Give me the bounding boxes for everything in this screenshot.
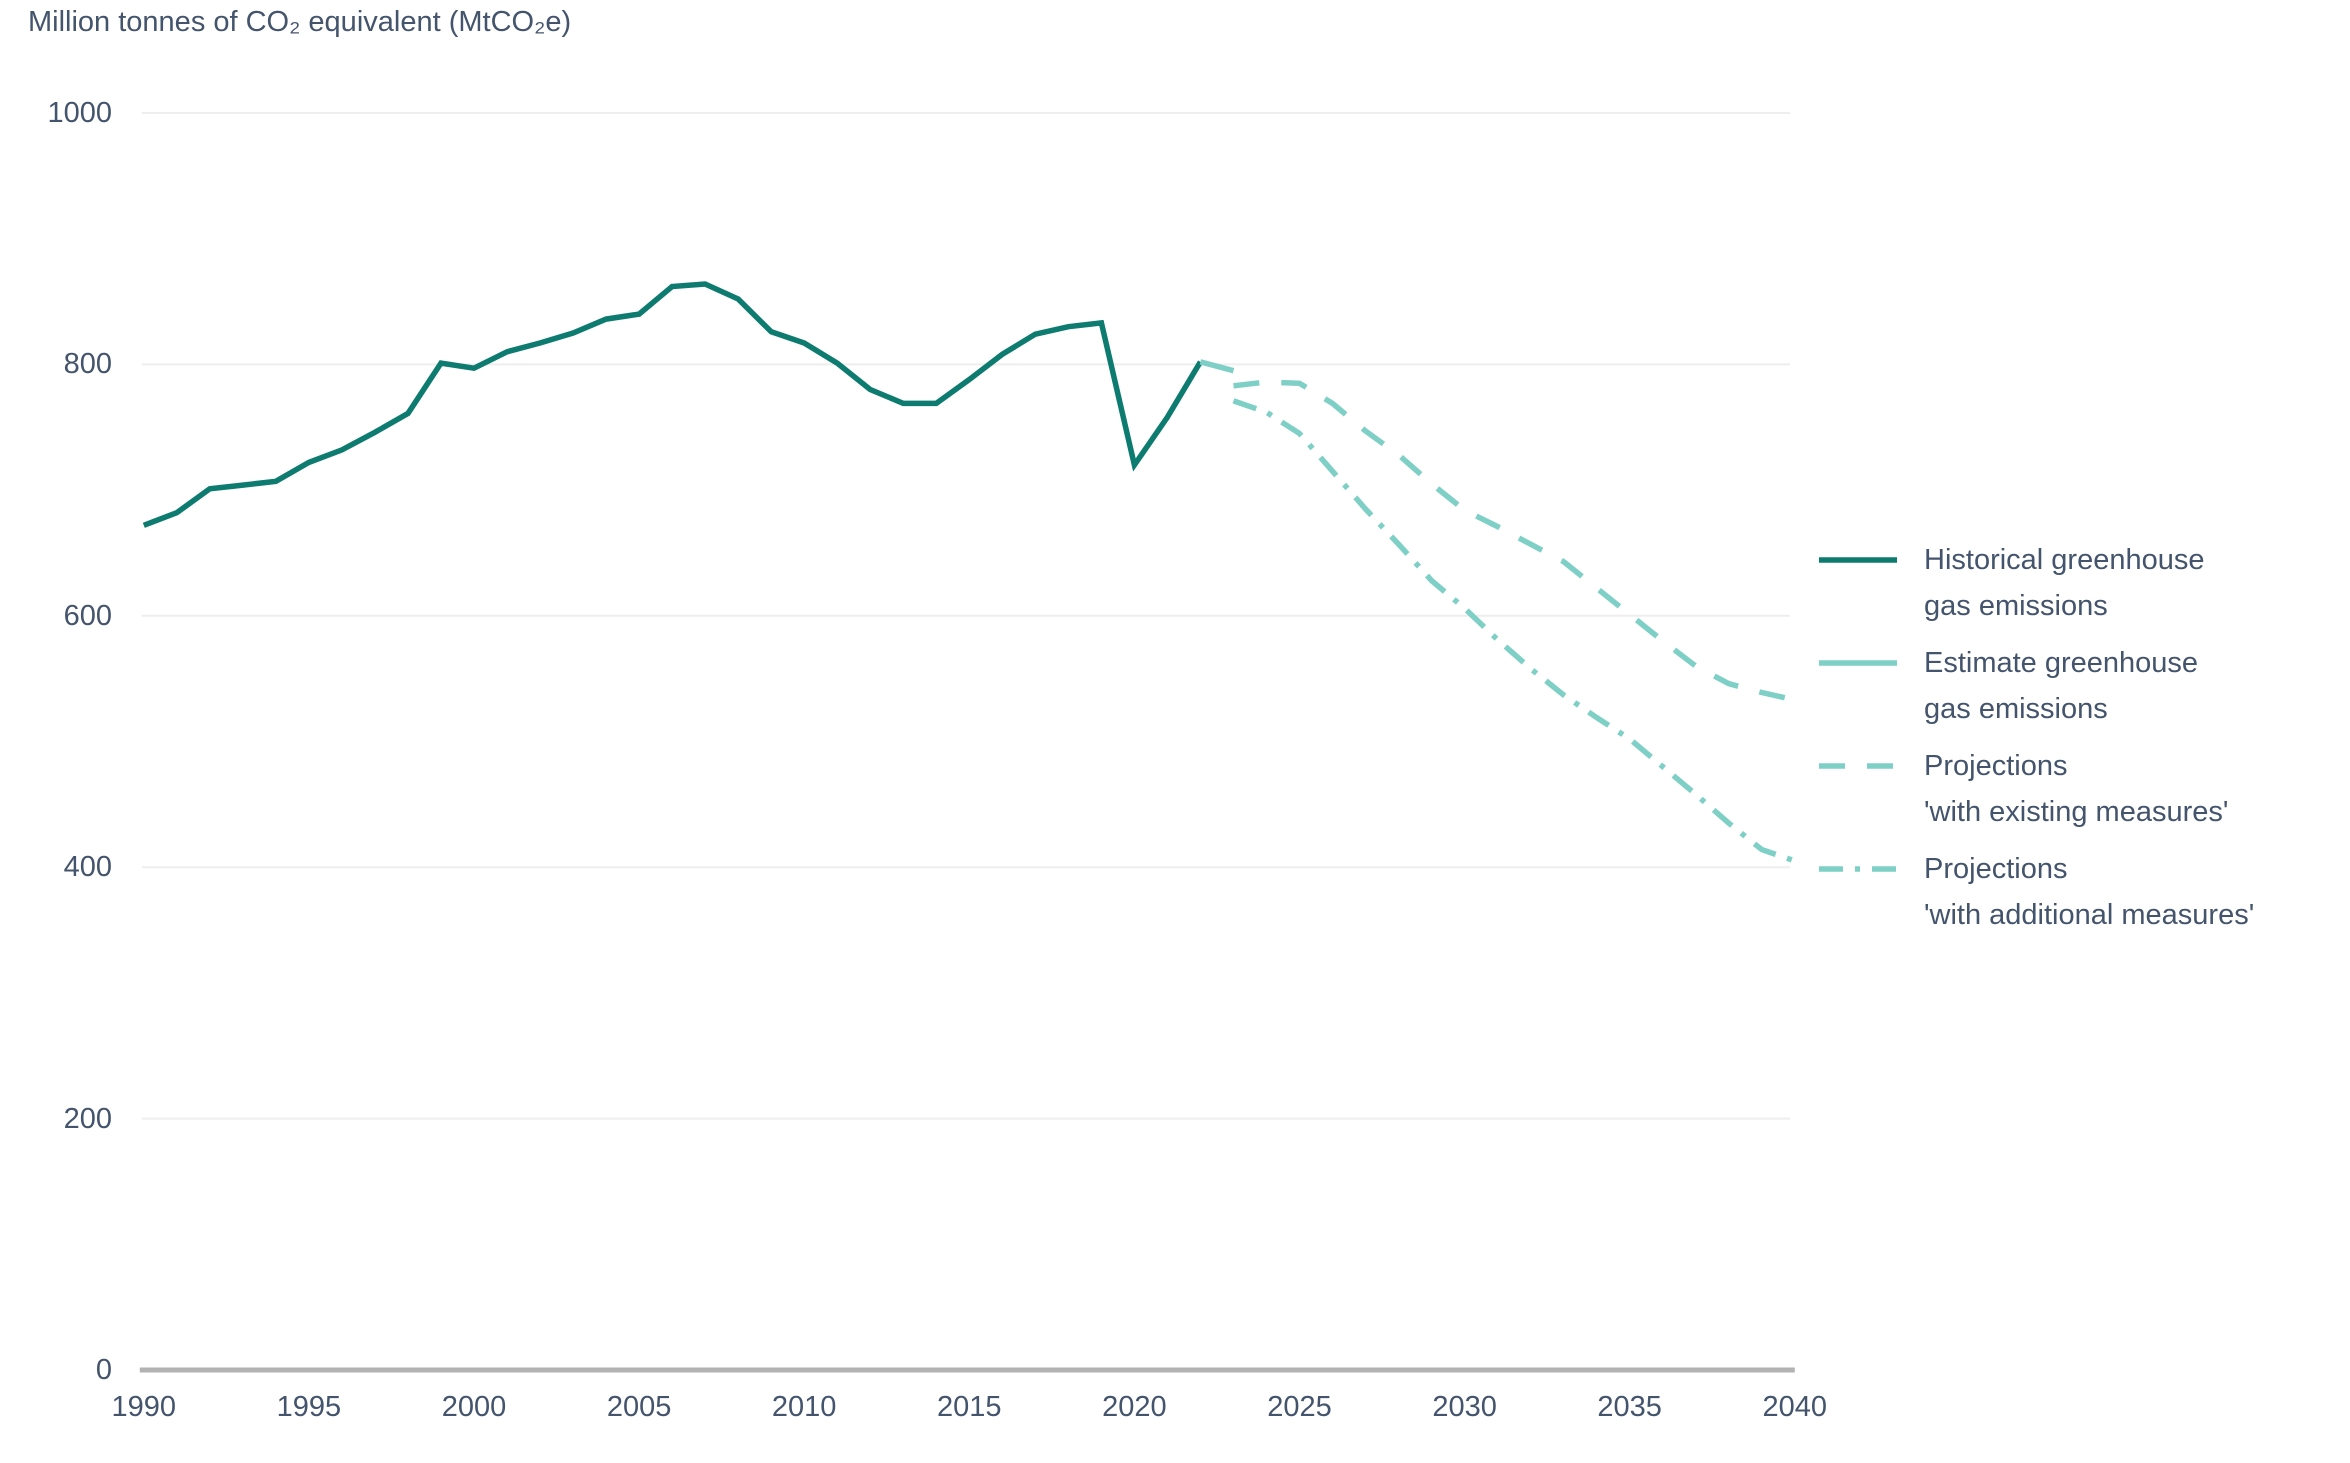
y-tick-label: 600 <box>63 599 112 632</box>
x-tick-label: 2010 <box>771 1391 837 1423</box>
series-historical-line <box>142 281 1203 528</box>
y-tick-label: 400 <box>63 851 112 884</box>
y-tick-label: 1000 <box>47 97 112 129</box>
chart-title: Million tonnes of CO₂ equivalent (MtCO₂e… <box>28 6 572 38</box>
legend-label-line1: Projections <box>1924 853 2068 885</box>
y-tick-label: 0 <box>95 1354 112 1386</box>
legend-label: Historical greenhouse gas emissions <box>1924 537 2204 629</box>
legend-label-line1: Historical greenhouse <box>1924 544 2205 576</box>
x-tick-label: 2015 <box>937 1391 1002 1423</box>
series-wem-line <box>1233 379 1796 703</box>
legend-label: Projections 'with additional measures' <box>1924 846 2254 938</box>
x-tick-label: 2035 <box>1597 1391 1662 1423</box>
legend: Historical greenhouse gas emissions Estima… <box>1818 537 2350 949</box>
x-tick-label: 1995 <box>276 1391 342 1423</box>
legend-label-line2: 'with existing measures' <box>1924 796 2229 828</box>
series-wam-line <box>1232 398 1796 864</box>
x-tick-label: 2025 <box>1267 1391 1332 1423</box>
legend-label: Estimate greenhouse gas emissions <box>1924 640 2198 732</box>
legend-label: Projections 'with existing measures' <box>1924 743 2228 835</box>
x-tick-label: 1990 <box>111 1391 177 1423</box>
legend-label-line1: Projections <box>1924 750 2068 782</box>
legend-label-line2: gas emissions <box>1924 693 2108 725</box>
x-tick-label: 2030 <box>1432 1391 1497 1423</box>
legend-item-estimate: Estimate greenhouse gas emissions <box>1818 640 2350 732</box>
x-tick-label: 2040 <box>1762 1391 1828 1423</box>
legend-item-historical: Historical greenhouse gas emissions <box>1818 537 2350 629</box>
legend-label-line2: 'with additional measures' <box>1924 899 2255 931</box>
legend-swatch-estimate-icon <box>1818 640 1898 686</box>
legend-label-line2: gas emissions <box>1924 590 2108 622</box>
x-tick-label: 2000 <box>441 1391 507 1423</box>
legend-label-line1: Estimate greenhouse <box>1924 647 2199 679</box>
x-tick-label: 2005 <box>606 1391 672 1423</box>
y-tick-label: 200 <box>63 1102 112 1135</box>
legend-swatch-wam-icon <box>1818 846 1898 892</box>
y-tick-label: 800 <box>63 348 112 381</box>
legend-item-wam: Projections 'with additional measures' <box>1818 846 2350 938</box>
x-tick-label: 2020 <box>1102 1391 1167 1423</box>
series-estimate-line <box>1199 359 1235 374</box>
legend-item-wem: Projections 'with existing measures' <box>1818 743 2350 835</box>
legend-swatch-wem-icon <box>1818 743 1898 789</box>
legend-swatch-historical-icon <box>1818 537 1898 583</box>
